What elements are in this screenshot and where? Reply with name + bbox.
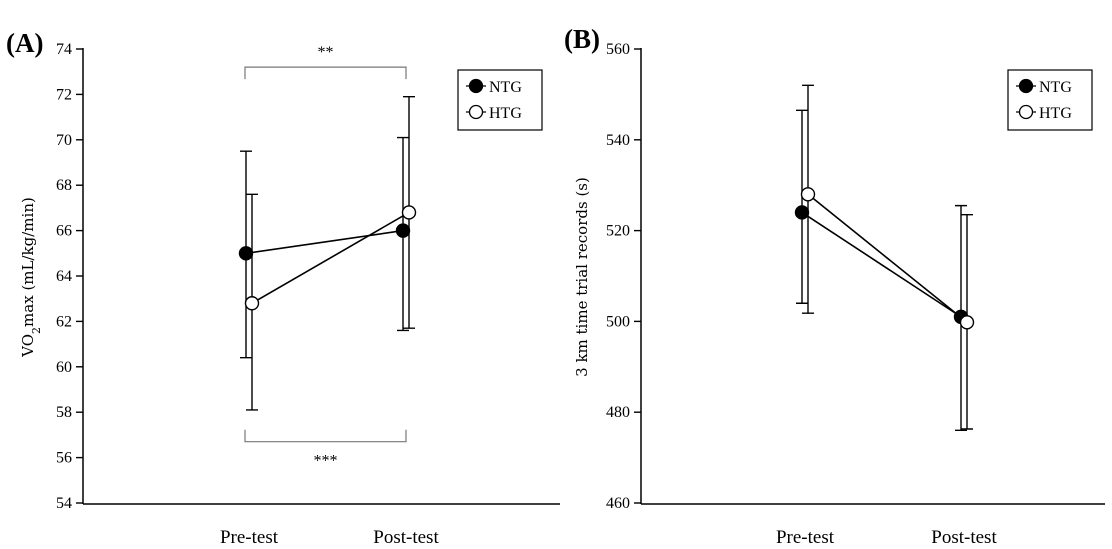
panel-a-legend-marker-ntg: [468, 78, 484, 94]
panel-a-legend-label-ntg: NTG: [489, 79, 522, 96]
panel-b-legend-label-htg: HTG: [1039, 105, 1072, 122]
panel-b-y-tick-label: 540: [606, 132, 630, 149]
panel-a-y-tick-label: 62: [56, 313, 72, 330]
panel-a: (A) VO2max (mL/kg/min) 54 56 58 60 62 64 66 68 7…: [6, 28, 560, 548]
panel-a-y-tick-label: 68: [56, 177, 72, 194]
panel-b-legend-marker-ntg: [1018, 78, 1034, 94]
panel-a-significance-bracket-bottom: [244, 429, 407, 443]
panel-b-y-tick-label: 480: [606, 404, 630, 421]
panel-a-y-tick-label: 64: [56, 268, 72, 285]
panel-b-point-htg-0: [800, 187, 816, 202]
panel-b-point-htg-1: [959, 315, 975, 330]
panel-a-y-tick-label: 54: [56, 495, 72, 512]
panel-b-label: (B): [564, 24, 600, 54]
panel-a-significance-label-top: **: [318, 44, 334, 61]
panel-b-x-tick-label-post: Post-test: [931, 527, 997, 548]
panel-b-x-tick-label-pre: Pre-test: [776, 527, 835, 548]
panel-b-y-tick-label: 500: [606, 313, 630, 330]
panel-a-x-tick-label-pre: Pre-test: [220, 527, 279, 548]
panel-a-y-tick-label: 56: [56, 450, 72, 467]
panel-a-y-tick-label: 60: [56, 359, 72, 376]
panel-b-legend: NTG HTG: [1007, 69, 1093, 131]
panel-b-y-tick-label: 460: [606, 495, 630, 512]
panel-a-legend-label-htg: HTG: [489, 105, 522, 122]
panel-b-legend-label-ntg: NTG: [1039, 79, 1072, 96]
panel-a-y-tick-label: 66: [56, 223, 72, 240]
panel-b-series-line-htg: [807, 193, 968, 323]
panel-a-y-axis-title: VO2max (mL/kg/min): [19, 197, 43, 358]
panel-a-point-htg-1: [401, 205, 417, 220]
panel-b-legend-box: [1007, 69, 1093, 131]
panel-b-series-line-ntg: [801, 211, 962, 318]
panel-a-series-line-ntg: [245, 229, 404, 255]
panel-a-legend: NTG HTG: [457, 69, 543, 131]
panel-a-point-htg-0: [244, 296, 260, 311]
panel-b-legend-marker-htg: [1018, 104, 1034, 120]
panel-b-y-tick-label: 520: [606, 223, 630, 240]
panel-a-y-tick-label: 58: [56, 404, 72, 421]
panel-a-y-tick-label: 74: [56, 41, 72, 58]
panel-a-significance-bracket-top: [244, 66, 407, 80]
panel-b-point-ntg-0: [794, 205, 810, 220]
panel-a-point-ntg-1: [395, 223, 411, 238]
panel-b-y-axis-title: 3 km time trial records (s): [573, 177, 591, 377]
panel-a-significance-label-bottom: ***: [314, 453, 338, 470]
panel-a-y-tick-label: 70: [56, 132, 72, 149]
panel-a-legend-marker-htg: [468, 104, 484, 120]
panel-a-label: (A): [6, 28, 43, 58]
panel-a-point-ntg-0: [238, 246, 254, 261]
panel-a-series-line-htg: [251, 211, 410, 304]
panel-a-y-tick-label: 72: [56, 86, 72, 103]
panel-a-legend-box: [457, 69, 543, 131]
panel-a-x-tick-label-post: Post-test: [373, 527, 439, 548]
panel-b-y-tick-label: 560: [606, 41, 630, 58]
panel-b: (B) 3 km time trial records (s) 460 480 50…: [564, 24, 1105, 548]
